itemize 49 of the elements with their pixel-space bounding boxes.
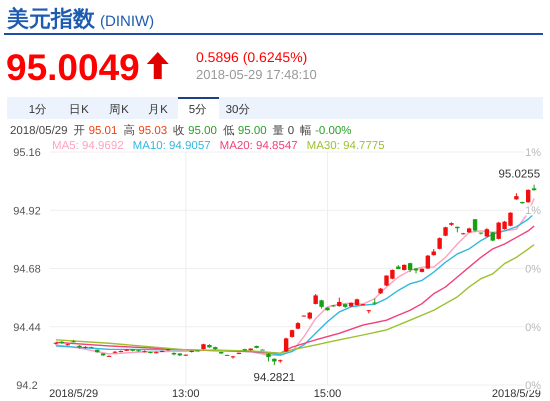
price: 95.0049	[6, 47, 140, 88]
text: MA30: 94.7775	[306, 140, 385, 152]
candlestick	[426, 254, 430, 270]
text: MA5: 94.9692	[52, 140, 124, 152]
text: 幅	[300, 124, 312, 137]
y-tick-label: 94.44	[13, 322, 41, 334]
subtitle: (DINIW)	[100, 13, 154, 30]
y-tick-label: 95.16	[13, 147, 41, 159]
text: -0.00%	[315, 125, 352, 137]
text: 收	[173, 124, 186, 137]
annotation: 95.0255	[498, 168, 540, 181]
text: 1分	[28, 103, 48, 116]
text: 95.01	[88, 125, 118, 137]
y2-tick-label: 0%	[525, 322, 542, 334]
candlestick	[284, 337, 288, 352]
y2-tick-label: 1%	[525, 147, 542, 159]
x-tick-label: 15:00	[314, 388, 342, 400]
text: 量	[272, 124, 285, 137]
text: 开	[74, 124, 86, 137]
y2-tick-label: 0%	[525, 264, 542, 276]
x-tick-label: 2018/5/29	[49, 388, 98, 400]
candlestick	[490, 231, 495, 242]
text: 低	[222, 124, 235, 137]
candlestick	[313, 293, 318, 305]
text: 95.00	[188, 125, 217, 137]
y-tick-label: 94.68	[13, 264, 41, 276]
candlestick	[526, 188, 530, 204]
annotation: 94.2821	[254, 372, 296, 384]
text: MA20: 94.8547	[220, 140, 298, 152]
text: 30分	[226, 103, 250, 116]
candlestick	[437, 236, 442, 250]
text: 5分	[188, 103, 208, 116]
candlestick	[472, 218, 478, 232]
text: 周K	[109, 103, 130, 116]
text: MA10: 94.9057	[132, 140, 211, 152]
text: 95.00	[238, 125, 267, 137]
text: 0.5896 (0.6245%)	[196, 49, 308, 65]
title: 美元指数	[7, 6, 95, 31]
text: 高	[123, 123, 136, 137]
x-tick-label: 13:00	[172, 388, 200, 400]
text: 日K	[69, 103, 90, 116]
text: 2018/05/29	[10, 125, 68, 137]
x-tick-label: 2018/5/29	[492, 388, 541, 400]
text: 2018-05-29 17:48:10	[196, 67, 317, 82]
text: 95.03	[138, 125, 168, 137]
text: 0	[288, 125, 294, 137]
y-tick-label: 94.2	[16, 380, 38, 392]
y-tick-label: 94.92	[13, 205, 41, 218]
text: 月K	[148, 103, 168, 116]
